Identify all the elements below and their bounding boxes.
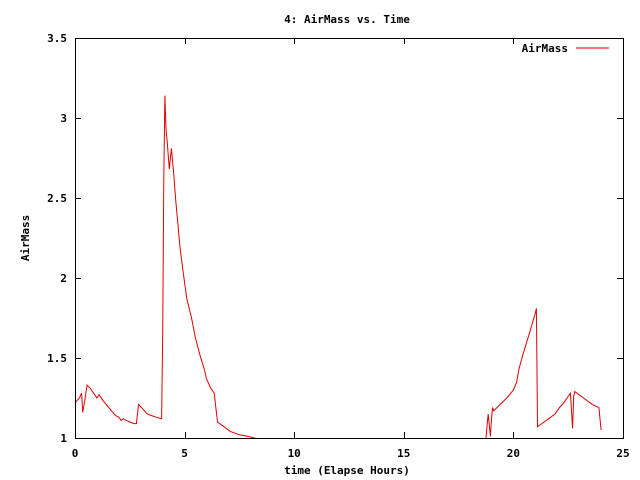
legend: AirMass [522, 42, 609, 55]
y-tick-label: 1 [60, 432, 67, 445]
x-tick-label: 5 [181, 447, 188, 460]
y-tick-label: 3 [60, 112, 67, 125]
y-tick-label: 1.5 [47, 352, 67, 365]
plot-frame [75, 38, 624, 439]
x-axis-label: time (Elapse Hours) [284, 464, 410, 477]
y-tick-label: 2.5 [47, 192, 67, 205]
y-tick-label: 2 [60, 272, 67, 285]
x-tick-label: 10 [288, 447, 301, 460]
x-tick-label: 15 [397, 447, 410, 460]
y-axis-label: AirMass [19, 215, 32, 261]
x-tick-label: 25 [616, 447, 629, 460]
axis-ticks: 0 5 10 15 20 25 1 1.5 2 2.5 3 3.5 [47, 32, 630, 460]
x-tick-label: 20 [507, 447, 520, 460]
airmass-series-line [485, 308, 602, 439]
legend-label: AirMass [522, 42, 568, 55]
chart-title: 4: AirMass vs. Time [284, 13, 410, 26]
plot-lines [74, 95, 602, 439]
y-tick-label: 3.5 [47, 32, 67, 45]
airmass-series-line [74, 95, 255, 439]
x-tick-label: 0 [72, 447, 79, 460]
